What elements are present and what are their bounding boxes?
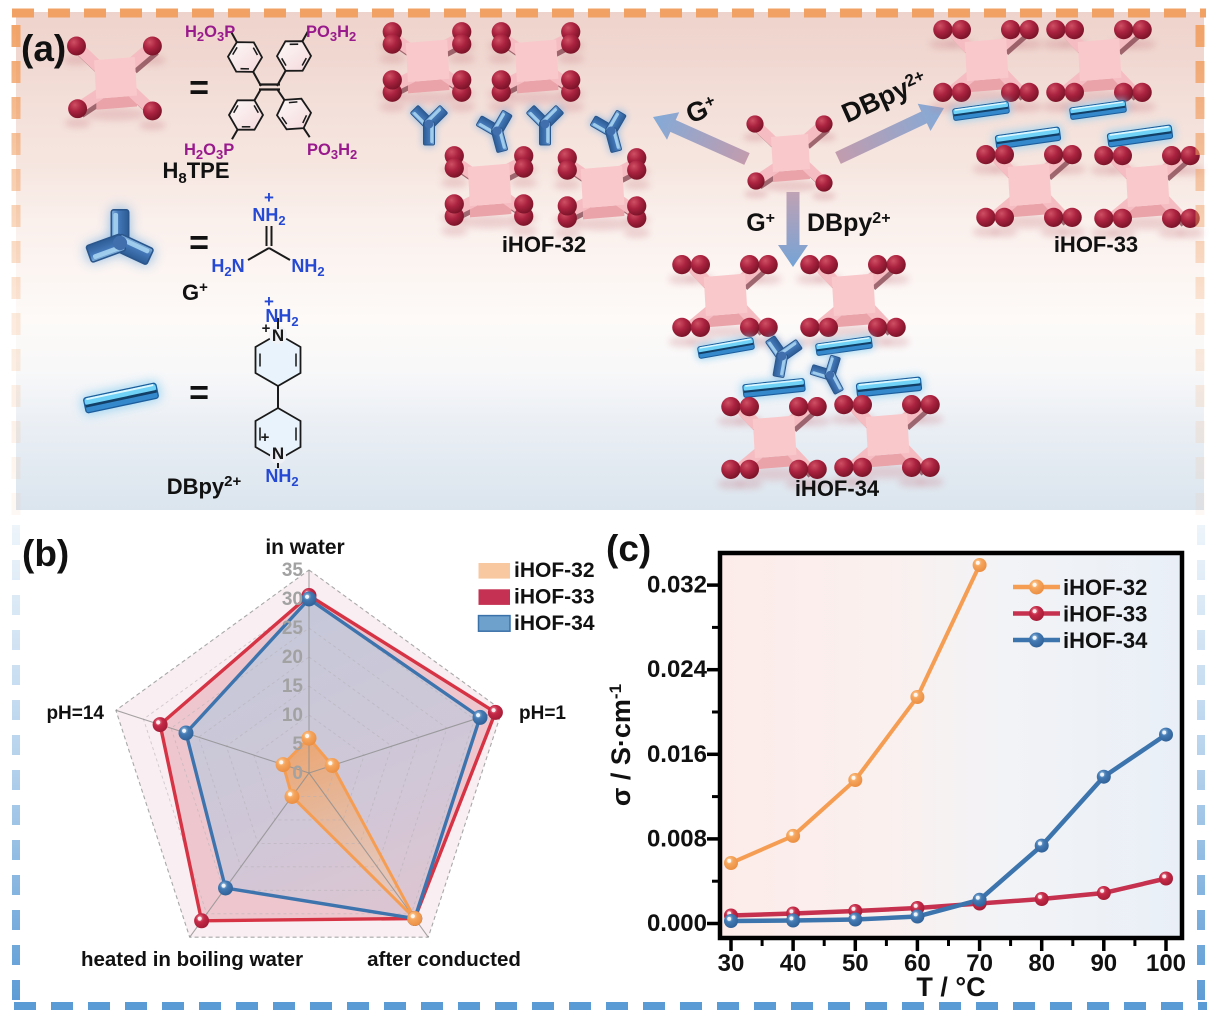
svg-text:0: 0 <box>292 763 303 784</box>
svg-text:0.032: 0.032 <box>647 572 707 599</box>
svg-text:PO3H2: PO3H2 <box>306 23 356 44</box>
svg-text:NH2: NH2 <box>291 256 324 279</box>
svg-text:iHOF-34: iHOF-34 <box>514 612 595 635</box>
svg-text:T / °C: T / °C <box>916 972 985 1002</box>
svg-text:in water: in water <box>265 536 344 559</box>
svg-text:30: 30 <box>282 589 303 610</box>
svg-text:iHOF-34: iHOF-34 <box>795 476 880 501</box>
svg-text:10: 10 <box>282 705 303 726</box>
svg-text:NH2: NH2 <box>265 306 298 329</box>
svg-text:0.024: 0.024 <box>647 656 708 683</box>
svg-text:pH=14: pH=14 <box>46 703 104 724</box>
svg-text:H2O3P: H2O3P <box>184 141 234 162</box>
svg-text:iHOF-32: iHOF-32 <box>502 232 586 257</box>
svg-text:15: 15 <box>282 676 304 697</box>
svg-text:H2O3P: H2O3P <box>185 23 235 44</box>
svg-text:60: 60 <box>904 950 931 977</box>
svg-text:H8TPE: H8TPE <box>162 158 229 187</box>
svg-text:pH=1: pH=1 <box>519 703 566 724</box>
svg-text:25: 25 <box>282 618 304 639</box>
svg-text:iHOF-33: iHOF-33 <box>1054 232 1138 257</box>
svg-text:100: 100 <box>1146 950 1186 977</box>
svg-text:(b): (b) <box>22 533 69 574</box>
svg-text:(a): (a) <box>21 28 66 69</box>
svg-text:NH2: NH2 <box>252 205 285 228</box>
svg-text:iHOF-34: iHOF-34 <box>1063 628 1148 653</box>
svg-text:H2N: H2N <box>211 256 244 279</box>
svg-text:iHOF-33: iHOF-33 <box>514 586 595 609</box>
svg-text:+: + <box>264 188 274 207</box>
svg-text:0.000: 0.000 <box>647 910 707 937</box>
svg-text:=: = <box>189 374 209 412</box>
svg-text:+: + <box>262 320 271 337</box>
svg-text:σ / S·cm-1: σ / S·cm-1 <box>606 684 636 806</box>
svg-text:NH2: NH2 <box>265 466 298 489</box>
svg-text:20: 20 <box>282 647 303 668</box>
svg-text:0.008: 0.008 <box>647 825 707 852</box>
svg-text:40: 40 <box>780 950 807 977</box>
svg-text:70: 70 <box>966 950 993 977</box>
svg-text:iHOF-32: iHOF-32 <box>514 559 595 582</box>
svg-text:after conducted: after conducted <box>367 948 521 971</box>
svg-text:50: 50 <box>842 950 869 977</box>
svg-text:(c): (c) <box>606 528 651 569</box>
svg-text:0.016: 0.016 <box>647 741 707 768</box>
svg-text:iHOF-33: iHOF-33 <box>1063 602 1147 627</box>
svg-text:PO3H2: PO3H2 <box>307 141 357 162</box>
svg-text:+: + <box>264 292 274 311</box>
svg-text:30: 30 <box>718 950 745 977</box>
svg-text:35: 35 <box>282 560 304 581</box>
svg-text:N: N <box>272 444 284 463</box>
svg-text:80: 80 <box>1028 950 1055 977</box>
svg-text:=: = <box>189 69 209 107</box>
svg-text:=: = <box>189 224 209 262</box>
svg-text:+: + <box>261 429 270 446</box>
svg-text:N: N <box>272 326 284 345</box>
svg-text:iHOF-32: iHOF-32 <box>1063 575 1147 600</box>
svg-text:heated in boiling water: heated in boiling water <box>81 948 303 971</box>
svg-text:90: 90 <box>1090 950 1117 977</box>
svg-text:5: 5 <box>292 734 303 755</box>
